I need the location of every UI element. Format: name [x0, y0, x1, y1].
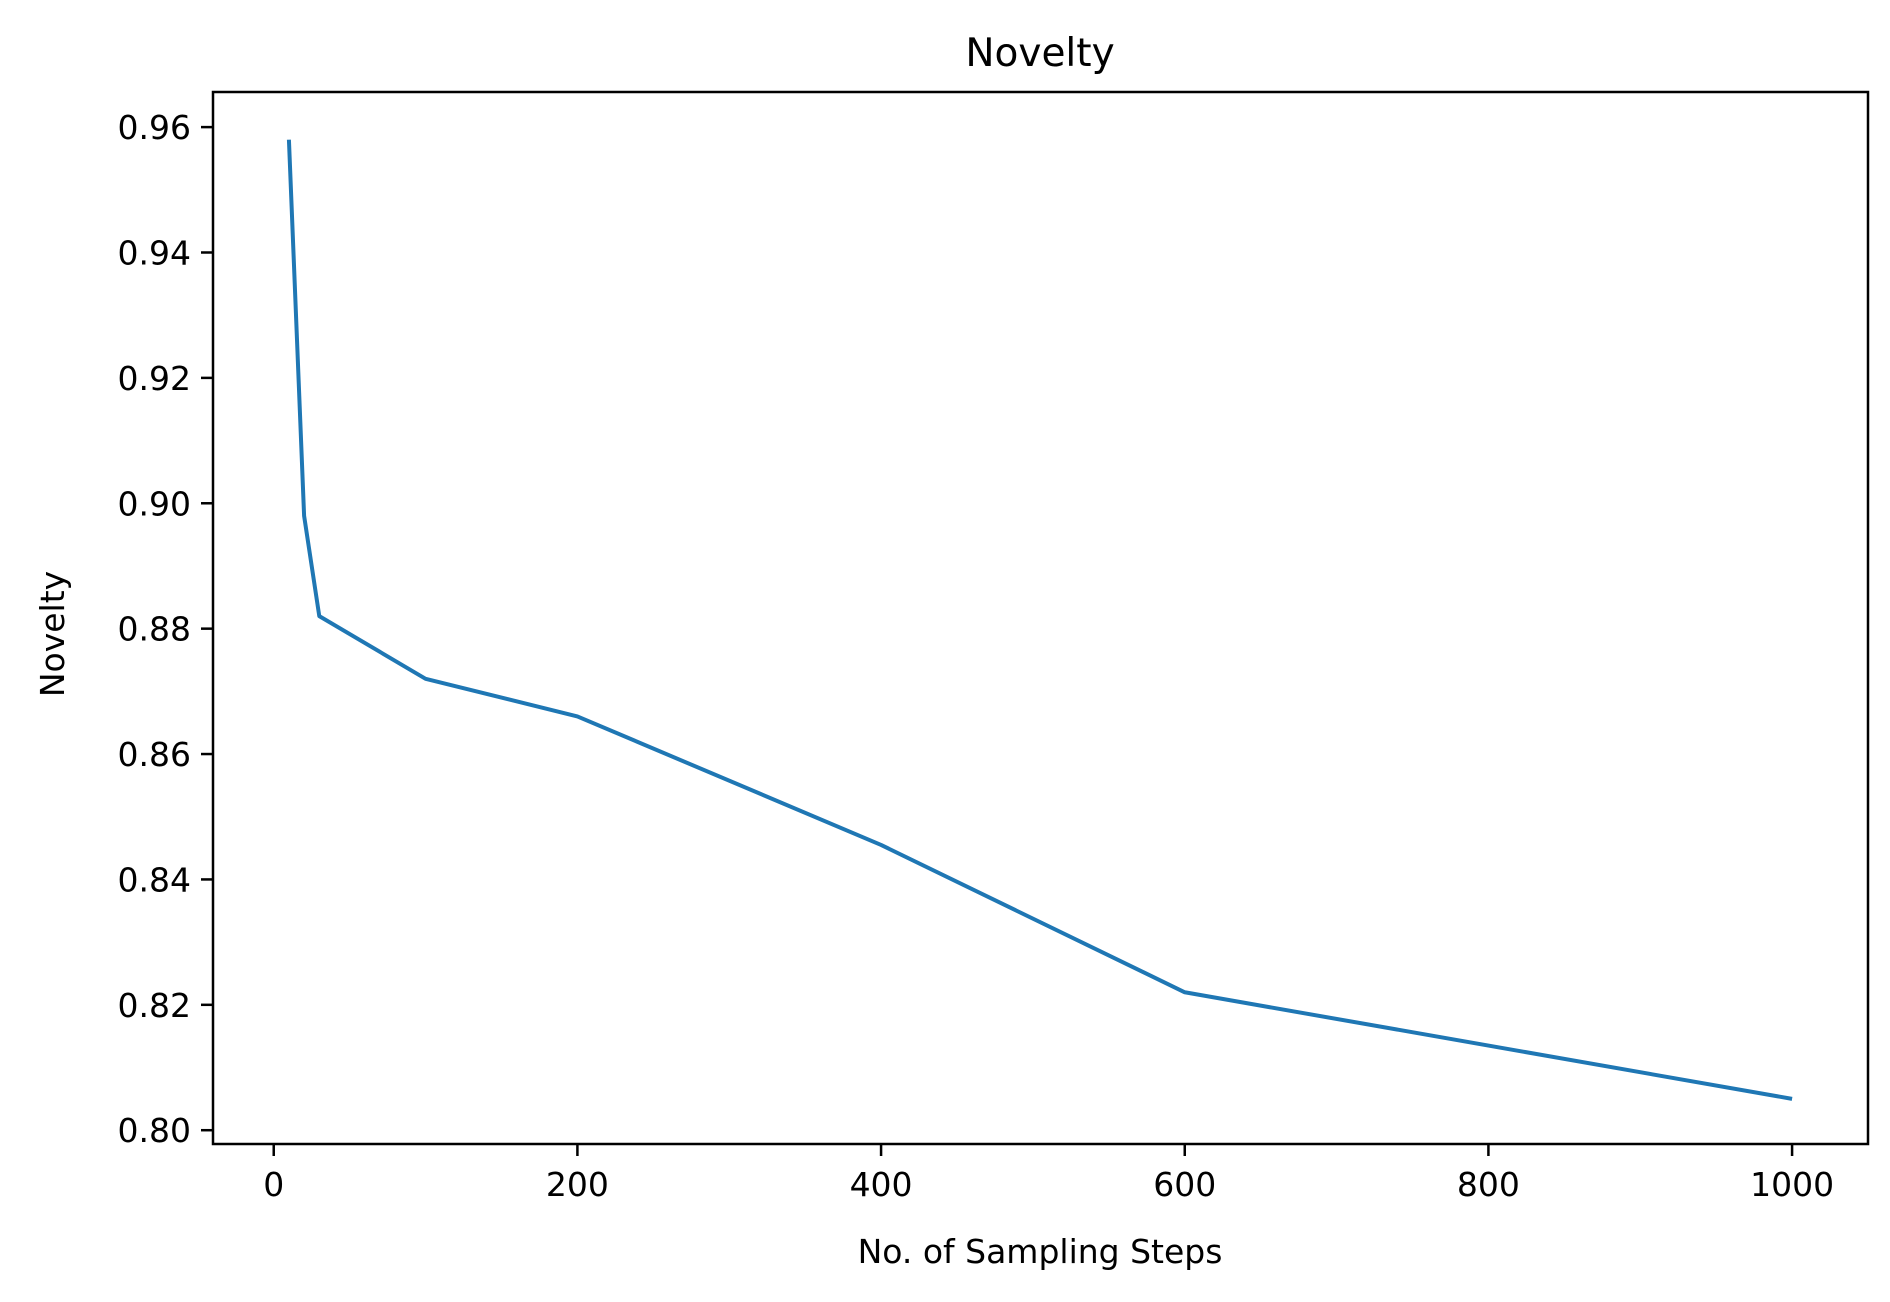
x-tick-label: 400 — [850, 1165, 913, 1204]
y-tick-label: 0.82 — [118, 986, 191, 1025]
y-axis-label: Novelty — [33, 571, 72, 697]
x-tick-label: 600 — [1153, 1165, 1216, 1204]
y-tick-label: 0.80 — [118, 1111, 191, 1150]
y-tick-label: 0.94 — [118, 233, 191, 272]
plot-frame — [211, 90, 1870, 1146]
x-axis-label: No. of Sampling Steps — [858, 1232, 1223, 1271]
chart-title: Novelty — [965, 31, 1114, 76]
x-tick-label: 200 — [546, 1165, 609, 1204]
x-tick-label: 0 — [263, 1165, 284, 1204]
y-tick-label: 0.88 — [118, 610, 191, 649]
y-tick-label: 0.92 — [118, 359, 191, 398]
x-tick-label: 800 — [1457, 1165, 1520, 1204]
y-tick-label: 0.84 — [118, 860, 191, 899]
series-layer — [286, 139, 1793, 1101]
y-tick-label: 0.96 — [118, 108, 191, 147]
y-tick-label: 0.86 — [118, 735, 191, 774]
y-tick-label: 0.90 — [118, 484, 191, 523]
ticks-layer: 0 200 400 600 800 1000 0.80 0.82 0.84 0.86 0.88 0.9… — [118, 108, 1835, 1204]
x-tick-label: 1000 — [1750, 1165, 1834, 1204]
series-line — [286, 139, 1793, 1101]
